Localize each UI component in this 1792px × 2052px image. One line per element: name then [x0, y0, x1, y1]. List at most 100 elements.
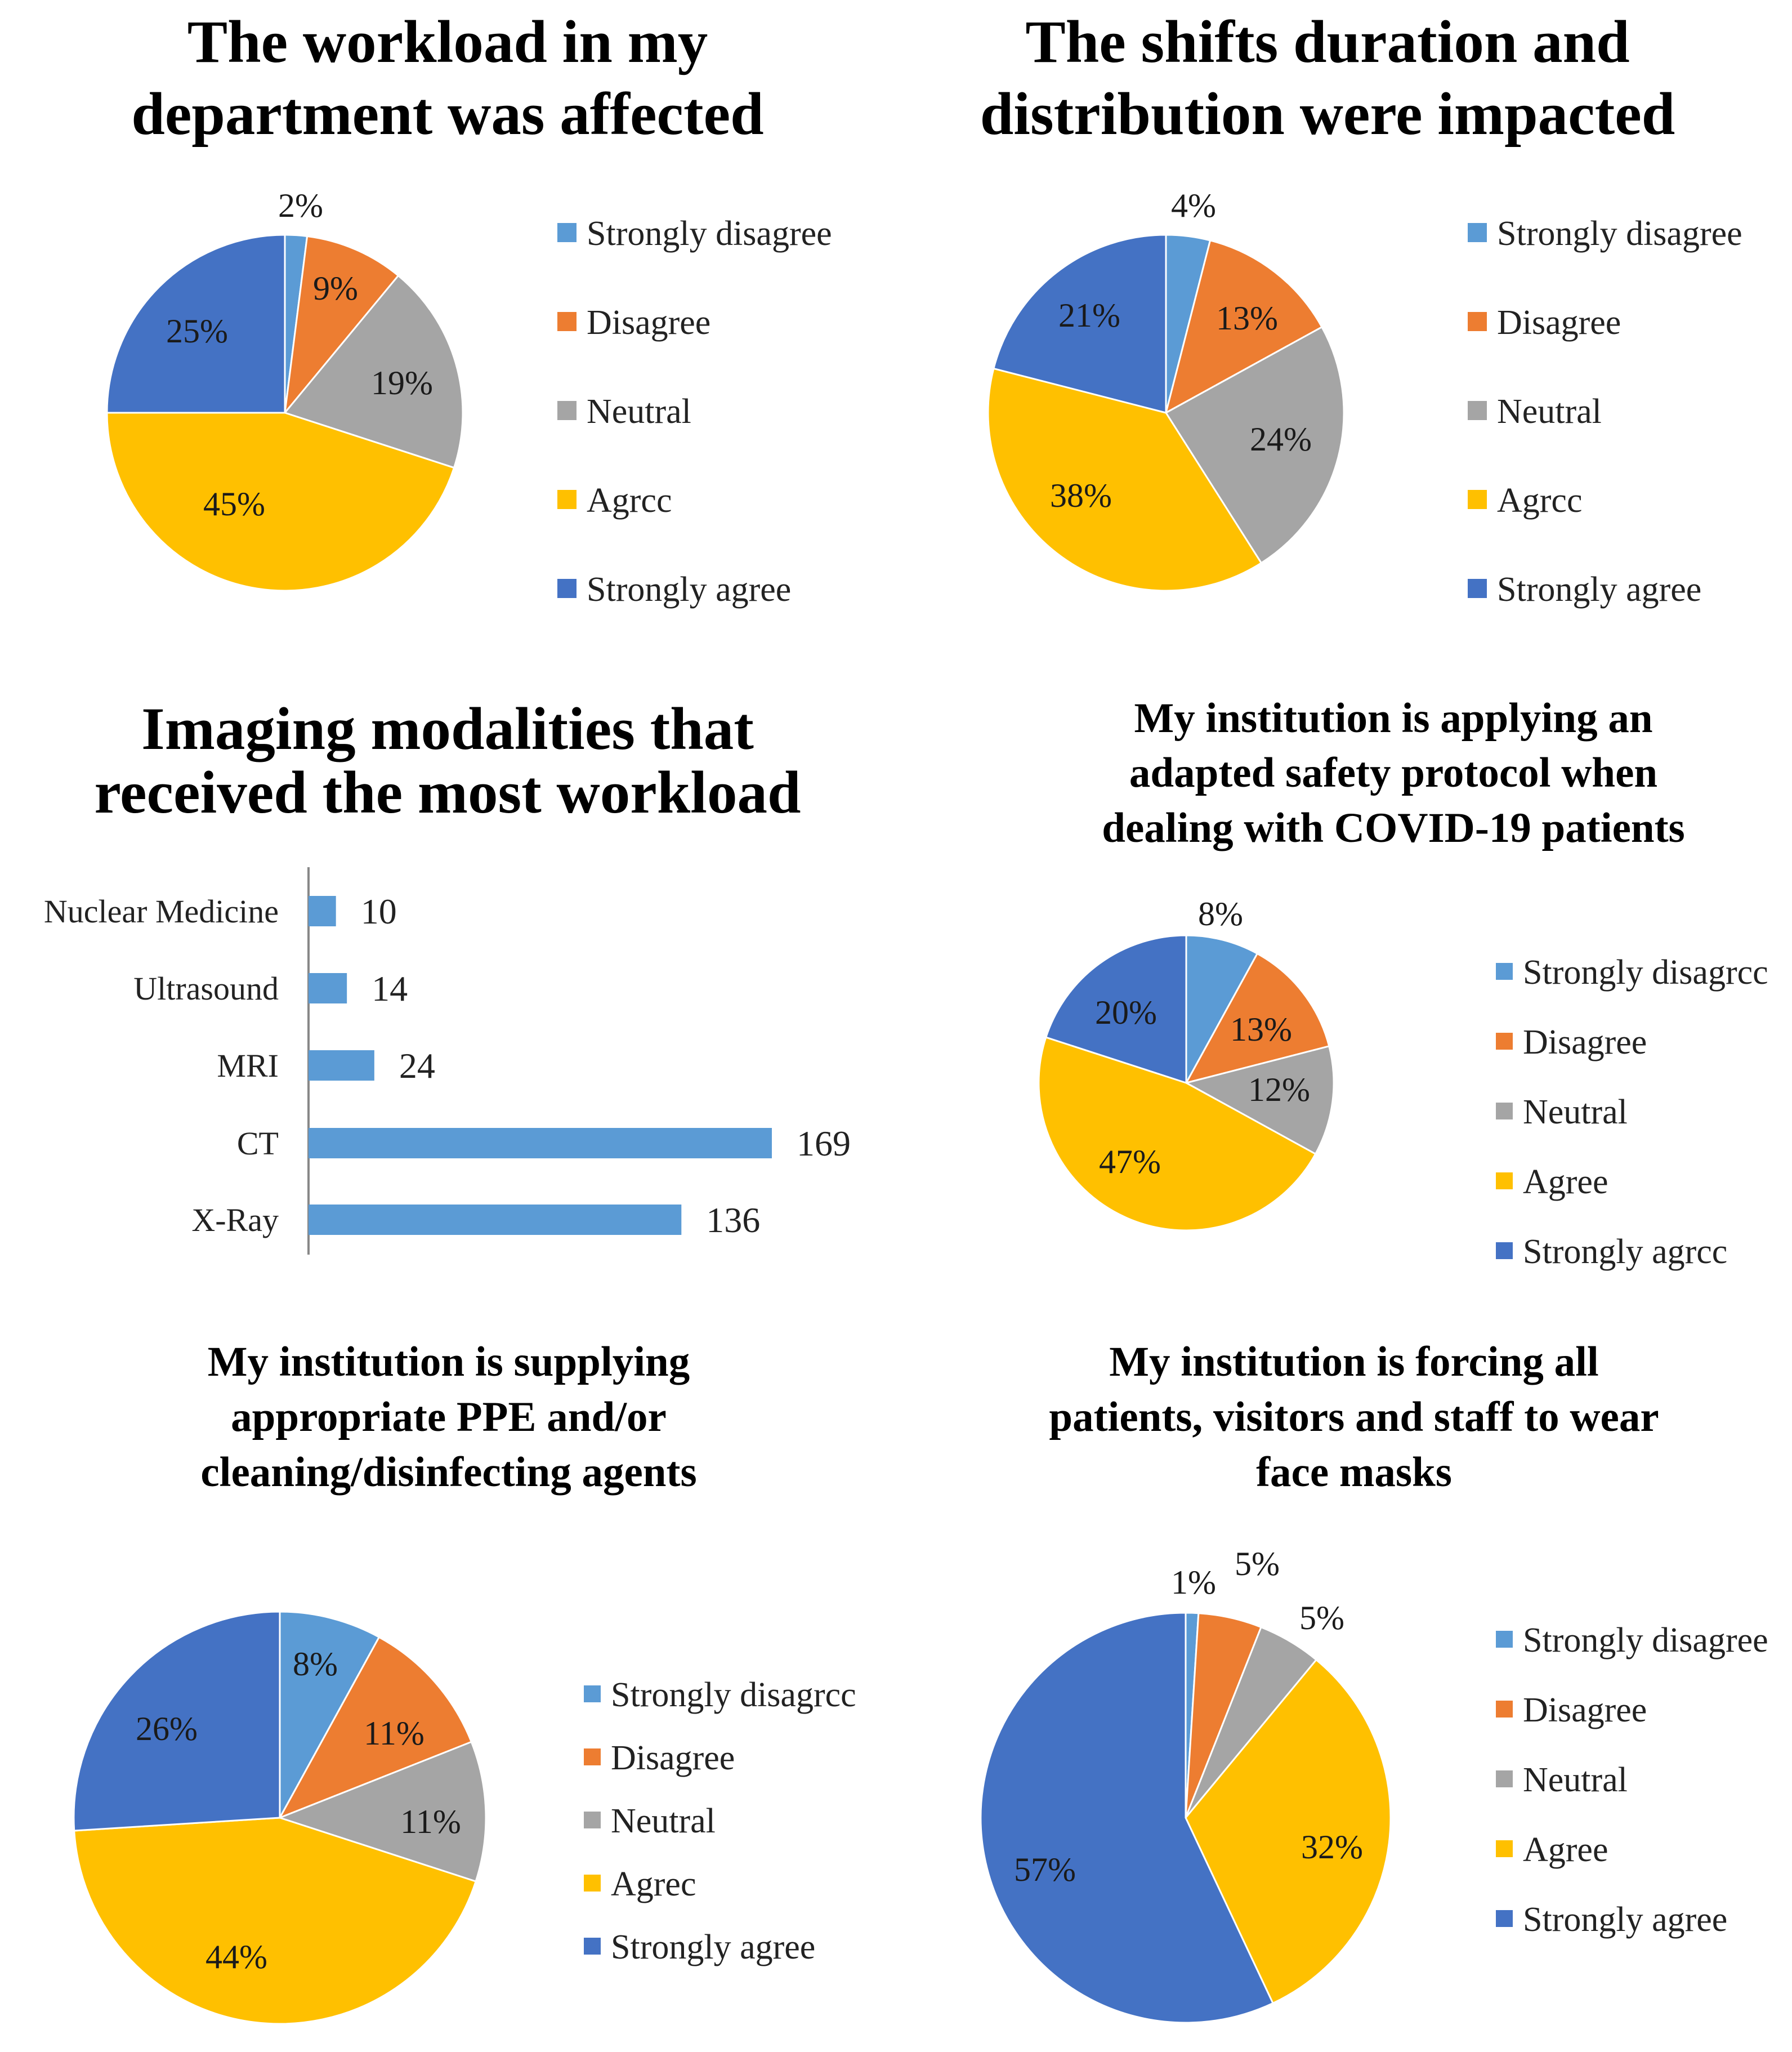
pie-slice-agrec — [73, 1817, 477, 2025]
legend-label: Agrcc — [587, 481, 672, 520]
bar-value-label: 169 — [797, 1123, 851, 1163]
slice-label: 32% — [1301, 1828, 1363, 1866]
bar-ultrasound — [309, 973, 347, 1003]
legend-swatch — [1496, 1172, 1513, 1189]
pie-slice-agrcc — [106, 412, 455, 592]
legend-label: Agrec — [611, 1865, 696, 1903]
legend-swatch — [1496, 1033, 1513, 1050]
legend-label: Neutral — [587, 392, 691, 431]
slice-label: 26% — [136, 1710, 198, 1747]
legend-swatch — [584, 1748, 601, 1765]
slice-label: 44% — [205, 1938, 267, 1975]
legend-swatch — [557, 312, 577, 331]
chart-title-line: The workload in my — [187, 9, 708, 75]
legend-label: Disagree — [1497, 304, 1621, 342]
chart-title-line: patients, visitors and staff to wear — [1049, 1394, 1659, 1440]
pie-slice-disagree — [1185, 952, 1330, 1085]
legend-swatch — [1496, 1242, 1513, 1259]
legend-swatch — [1496, 1701, 1513, 1718]
slice-label: 11% — [400, 1803, 461, 1840]
legend-label: Disagree — [611, 1739, 735, 1777]
legend-swatch — [1468, 312, 1487, 331]
slice-label: 12% — [1248, 1071, 1310, 1108]
category-tick-label: MRI — [217, 1047, 279, 1084]
bar-ct — [309, 1128, 772, 1158]
pie-slice-strongly-agree — [993, 234, 1167, 414]
slice-label: 24% — [1250, 421, 1312, 458]
bar-value-label: 136 — [706, 1200, 760, 1240]
legend-swatch — [557, 579, 577, 598]
slice-label: 20% — [1095, 994, 1157, 1031]
pie-slice-strongly-agree — [106, 234, 286, 414]
category-tick-label: X-Ray — [191, 1202, 279, 1238]
slice-label: 57% — [1014, 1851, 1076, 1888]
bar-value-label: 10 — [361, 891, 397, 931]
legend-label: Strongly disagrcc — [1523, 953, 1768, 992]
pie-slice-agrcc — [987, 367, 1263, 592]
legend-label: Strongly agree — [1523, 1901, 1727, 1939]
legend-swatch — [557, 223, 577, 242]
legend-swatch — [557, 490, 577, 509]
legend-swatch — [584, 1938, 601, 1955]
legend-label: Disagree — [1523, 1023, 1647, 1061]
pie-slice-neutral — [283, 274, 464, 469]
chart-title-line: dealing with COVID-19 patients — [1102, 805, 1685, 851]
category-tick-label: Ultrasound — [133, 970, 279, 1007]
slice-label: 25% — [166, 313, 228, 350]
legend-label: Strongly agree — [1497, 570, 1701, 609]
slice-label: 1% — [1171, 1564, 1216, 1601]
pie-slice-agree — [1185, 1658, 1392, 2005]
legend-label: Strongly disagree — [1497, 215, 1742, 253]
legend-swatch — [584, 1812, 601, 1828]
pie-slice-neutral — [277, 1741, 487, 1883]
pie-slice-strongly-agree — [980, 1612, 1274, 2024]
slice-label: 5% — [1299, 1599, 1344, 1636]
legend-swatch — [584, 1685, 601, 1702]
chart-title-line: adapted safety protocol when — [1129, 750, 1657, 796]
pie-slice-strongly-agrcc — [1044, 934, 1187, 1085]
chart-5: My institution is supplying appropriate P… — [73, 1339, 856, 2025]
slice-label: 47% — [1099, 1143, 1161, 1180]
bar-x-ray — [309, 1205, 682, 1235]
legend-swatch — [1496, 1631, 1513, 1648]
legend-swatch — [1496, 1840, 1513, 1857]
pie-slice-strongly-disagrcc — [1185, 934, 1259, 1083]
legend-label: Neutral — [1497, 392, 1602, 431]
slice-label: 2% — [278, 187, 323, 224]
slice-label: 38% — [1050, 477, 1112, 514]
chart-title-line: My institution is applying an — [1134, 695, 1652, 742]
pie-slice-strongly-agree — [73, 1611, 281, 1832]
legend-swatch — [1496, 963, 1513, 980]
legend-label: Neutral — [1523, 1761, 1628, 1799]
pie-slice-neutral — [1164, 325, 1345, 564]
chart-6: My institution is forcing all patients, v… — [980, 1339, 1768, 2024]
pie-slice-disagree — [283, 235, 400, 416]
legend-label: Neutral — [1523, 1093, 1628, 1131]
legend-label: Strongly disagree — [587, 215, 832, 253]
bar-value-label: 14 — [372, 969, 408, 1009]
slice-label: 21% — [1058, 297, 1120, 334]
pie-slice-disagree — [1164, 239, 1323, 414]
legend-label: Strongly agrcc — [1523, 1233, 1727, 1271]
slice-label: 8% — [293, 1645, 338, 1683]
chart-title-line: My institution is supplying — [208, 1339, 690, 1385]
slice-label: 9% — [313, 270, 358, 307]
legend-swatch — [584, 1875, 601, 1892]
slice-label: 13% — [1216, 300, 1278, 337]
bar-value-label: 24 — [399, 1046, 435, 1086]
legend-label: Strongly agree — [611, 1928, 815, 1966]
slice-label: 4% — [1171, 187, 1216, 224]
chart-title-line: department was affected — [131, 81, 763, 148]
category-tick-label: CT — [237, 1125, 279, 1162]
legend-label: Agree — [1523, 1163, 1608, 1201]
legend-label: Neutral — [611, 1802, 716, 1840]
slice-label: 13% — [1230, 1011, 1292, 1048]
pie-slice-neutral — [1183, 1045, 1335, 1156]
slice-label: 19% — [371, 364, 433, 402]
slice-label: 11% — [364, 1715, 424, 1752]
chart-title-line: The shifts duration and — [1025, 9, 1629, 75]
legend-swatch — [1468, 579, 1487, 598]
